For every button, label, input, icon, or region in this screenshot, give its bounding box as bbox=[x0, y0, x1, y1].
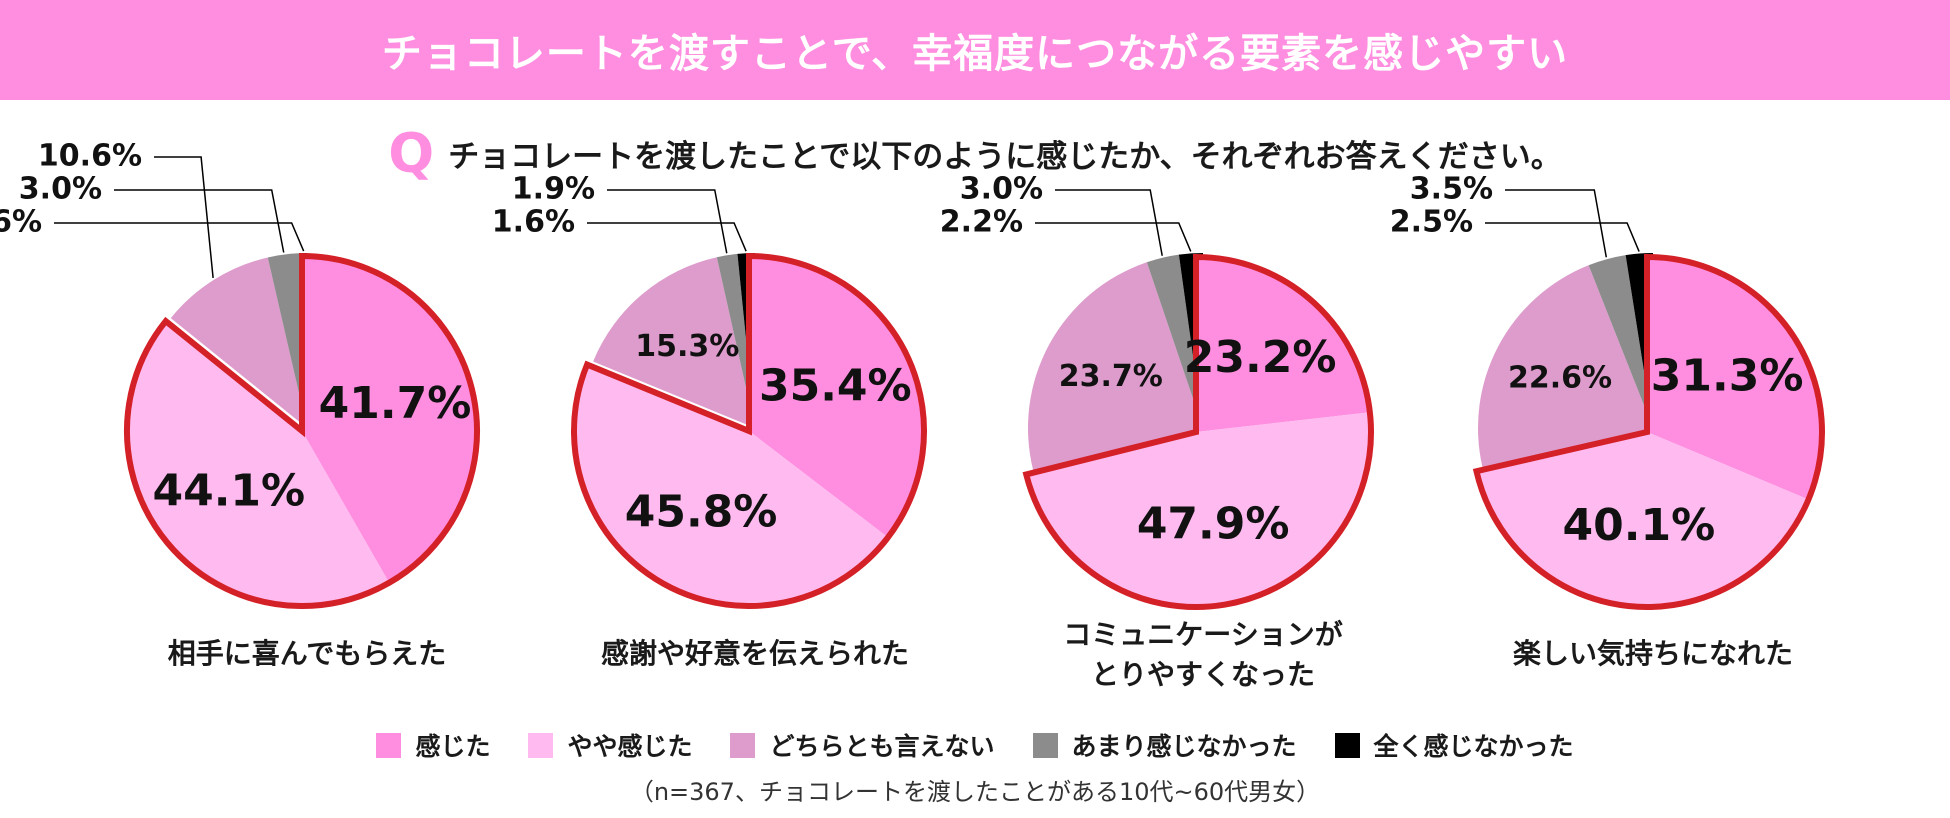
slice-value-label: 41.7% bbox=[319, 378, 472, 429]
legend-swatch bbox=[730, 732, 756, 758]
legend-label: やや感じた bbox=[567, 732, 693, 761]
leader-line bbox=[1505, 189, 1608, 258]
footnote: （n=367、チョコレートを渡したことがある10代~60代男女） bbox=[629, 778, 1321, 806]
leader-line bbox=[1055, 189, 1163, 256]
leader-line bbox=[1035, 222, 1192, 252]
highlight-outline bbox=[1022, 253, 1375, 610]
chart-caption-4: 楽しい気持ちになれた bbox=[1473, 634, 1833, 674]
pie-slice-1 bbox=[302, 256, 478, 583]
legend: 感じた やや感じた どちらとも言えない あまり感じなかった 全く感じなかった bbox=[0, 725, 1950, 765]
pie-charts: 41.7%44.1%0.6%3.0%10.6%35.4%45.8%15.3%1.… bbox=[0, 139, 1825, 610]
chart-caption-3-line-2: とりやすくなった bbox=[1090, 658, 1315, 691]
legend-item: あまり感じなかった bbox=[1032, 727, 1297, 763]
legend-item: 全く感じなかった bbox=[1334, 727, 1574, 763]
pie-chart-4 bbox=[1472, 189, 1825, 610]
slice-value-label: 0.6% bbox=[0, 205, 42, 240]
pie-slice-4 bbox=[267, 253, 307, 428]
chart-caption-1-line: 相手に喜んでもらえた bbox=[167, 637, 447, 670]
slice-value-label: 40.1% bbox=[1563, 500, 1716, 551]
pie-slice-2 bbox=[574, 364, 888, 606]
legend-item: やや感じた bbox=[528, 727, 692, 763]
slice-value-label: 23.7% bbox=[1059, 359, 1163, 394]
legend-label: 全く感じなかった bbox=[1373, 732, 1574, 761]
slice-value-label: 2.5% bbox=[1390, 205, 1473, 240]
slice-value-label: 45.8% bbox=[625, 486, 778, 537]
highlight-outline bbox=[124, 252, 480, 609]
slice-value-label: 44.1% bbox=[152, 466, 305, 517]
chart-caption-4-line: 楽しい気持ちになれた bbox=[1512, 637, 1793, 670]
pie-slice-2 bbox=[1476, 432, 1809, 608]
slice-value-label: 35.4% bbox=[759, 360, 912, 411]
pie-chart-3 bbox=[1022, 189, 1375, 610]
slice-value-label: 10.6% bbox=[38, 139, 142, 174]
leader-line bbox=[1485, 222, 1640, 252]
pie-slice-4 bbox=[1588, 255, 1653, 428]
question-text: チョコレートを渡したことで以下のように感じたか、それぞれお答えください。 bbox=[448, 138, 1562, 175]
slice-value-label: 2.2% bbox=[940, 205, 1023, 240]
chart-caption-3: コミュニケーションが とりやすくなった bbox=[1023, 615, 1383, 695]
leader-line bbox=[607, 189, 728, 254]
title-banner: チョコレートを渡すことで、幸福度につながる要素を感じやすい bbox=[0, 0, 1950, 100]
slice-value-label: 47.9% bbox=[1137, 499, 1290, 550]
pie-slice-1 bbox=[1196, 257, 1370, 432]
legend-swatch bbox=[1032, 732, 1058, 758]
leader-line bbox=[587, 222, 747, 252]
pie-slice-2 bbox=[126, 321, 390, 606]
highlight-outline bbox=[571, 252, 927, 609]
slice-value-label: 3.0% bbox=[19, 172, 102, 207]
slice-value-label: 3.5% bbox=[1410, 172, 1493, 207]
page-title: チョコレートを渡すことで、幸福度につながる要素を感じやすい bbox=[381, 31, 1569, 77]
chart-caption-3-line-1: コミュニケーションが bbox=[1063, 618, 1343, 651]
slice-value-label: 1.6% bbox=[492, 205, 575, 240]
pie-slice-3 bbox=[593, 257, 755, 428]
slice-value-label: 3.0% bbox=[960, 172, 1043, 207]
legend-label: 感じた bbox=[415, 732, 491, 761]
leader-line bbox=[114, 189, 285, 253]
legend-item: 感じた bbox=[376, 727, 490, 763]
chart-caption-1: 相手に喜んでもらえた bbox=[127, 634, 487, 674]
highlighted-slices bbox=[124, 252, 480, 609]
pie-chart-2 bbox=[571, 189, 927, 609]
slice-value-label: 31.3% bbox=[1651, 351, 1804, 402]
pie-slice-2 bbox=[1026, 412, 1371, 607]
highlighted-slices bbox=[571, 252, 927, 609]
highlighted-slices bbox=[1472, 253, 1825, 610]
pie-slice-4 bbox=[1146, 254, 1203, 428]
legend-label: どちらとも言えない bbox=[769, 732, 995, 761]
pie-slice-3 bbox=[1478, 265, 1653, 468]
highlight-outline bbox=[1472, 253, 1825, 610]
slice-value-label: 23.2% bbox=[1184, 332, 1337, 383]
legend-swatch bbox=[376, 732, 402, 758]
question-row: Q チョコレートを渡したことで以下のように感じたか、それぞれお答えください。 bbox=[0, 118, 1950, 188]
leader-line bbox=[154, 156, 214, 279]
chart-caption-2-line: 感謝や好意を伝えられた bbox=[600, 637, 909, 670]
pie-chart-1 bbox=[54, 156, 480, 609]
highlighted-slices bbox=[1022, 253, 1375, 610]
legend-swatch bbox=[1334, 732, 1360, 758]
chart-caption-2: 感謝や好意を伝えられた bbox=[575, 634, 935, 674]
legend-label: あまり感じなかった bbox=[1071, 732, 1297, 761]
q-mark: Q bbox=[388, 121, 435, 185]
slice-value-label: 15.3% bbox=[635, 329, 739, 364]
pie-slice-3 bbox=[170, 257, 307, 428]
pie-slice-4 bbox=[716, 253, 755, 428]
leader-line bbox=[54, 222, 305, 252]
pie-slice-3 bbox=[1028, 262, 1203, 471]
pie-slice-1 bbox=[749, 256, 924, 538]
legend-swatch bbox=[528, 732, 554, 758]
legend-item: どちらとも言えない bbox=[730, 727, 995, 763]
slice-value-label: 22.6% bbox=[1508, 361, 1612, 396]
slice-value-label: 1.9% bbox=[512, 172, 595, 207]
